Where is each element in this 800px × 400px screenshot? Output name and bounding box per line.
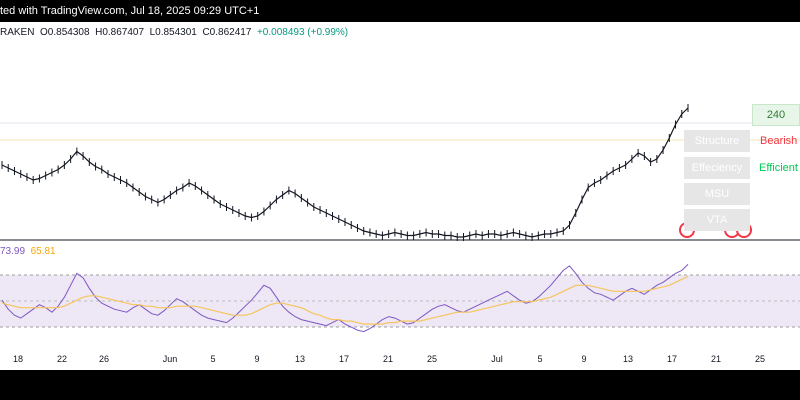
- efficiency-label: Effeciency: [691, 162, 743, 174]
- x-tick-label: 18: [13, 354, 23, 364]
- ohlc-legend: RAKEN O0.854308 H0.867407 L0.854301 C0.8…: [0, 24, 348, 42]
- x-tick-label: 5: [210, 354, 215, 364]
- price-series: [1, 104, 689, 241]
- msu-label: MSU: [704, 188, 730, 200]
- low-label: L: [149, 27, 156, 38]
- low-value: 0.854301: [155, 27, 197, 38]
- x-tick-label: 9: [581, 354, 586, 364]
- panel-vta: VTA: [684, 209, 750, 231]
- rsi-legend: 73.99 65.81: [0, 245, 56, 259]
- x-tick-label: 5: [537, 354, 542, 364]
- vta-label: VTA: [706, 214, 728, 226]
- x-axis-ticks: 18 22 26 Jun 5 9 13 17 21 25 Jul 5 9 13 17 21 25: [13, 354, 765, 364]
- x-tick-label: 9: [254, 354, 259, 364]
- price-label: 240: [752, 104, 800, 126]
- attribution-bar: ted with TradingView.com, Jul 18, 2025 0…: [0, 0, 800, 22]
- x-tick-label: 13: [623, 354, 633, 364]
- rsi-series: [1, 264, 689, 333]
- x-tick-label: 25: [755, 354, 765, 364]
- x-tick-label: 13: [295, 354, 305, 364]
- panel-structure: Structure: [684, 130, 750, 152]
- grid-lines: [0, 122, 800, 141]
- x-tick-label: 25: [427, 354, 437, 364]
- rsi-value: 73.99: [0, 246, 26, 257]
- change-value: +0.008493 (+0.99%): [256, 27, 349, 38]
- close-value: 0.862417: [209, 27, 252, 38]
- high-label: H: [95, 27, 103, 38]
- rsi-ma-value: 65.81: [30, 246, 56, 257]
- x-tick-label: Jul: [491, 354, 503, 364]
- efficiency-status: Efficient: [759, 162, 798, 174]
- x-tick-label: 21: [383, 354, 393, 364]
- panel-msu: MSU: [684, 183, 750, 205]
- structure-status: Bearish: [760, 135, 798, 147]
- open-label: O: [40, 27, 48, 38]
- open-value: 0.854308: [47, 27, 90, 38]
- x-tick-label: 17: [339, 354, 349, 364]
- exchange-label: RAKEN: [0, 27, 35, 38]
- x-tick-label: Jun: [163, 354, 178, 364]
- x-tick-label: 22: [57, 354, 67, 364]
- rsi-ma-line: [1, 276, 689, 325]
- close-label: C: [202, 27, 210, 38]
- x-tick-label: 26: [99, 354, 109, 364]
- published-text: ted with TradingView.com, Jul 18, 2025 0…: [0, 5, 260, 17]
- high-value: 0.867407: [102, 27, 145, 38]
- x-tick-label: 21: [711, 354, 721, 364]
- footer-bar: [0, 370, 800, 400]
- structure-label: Structure: [694, 135, 740, 147]
- panel-efficiency: Effeciency: [684, 157, 750, 179]
- rsi-line: [1, 264, 689, 333]
- price-line: [1, 107, 689, 238]
- x-tick-label: 17: [667, 354, 677, 364]
